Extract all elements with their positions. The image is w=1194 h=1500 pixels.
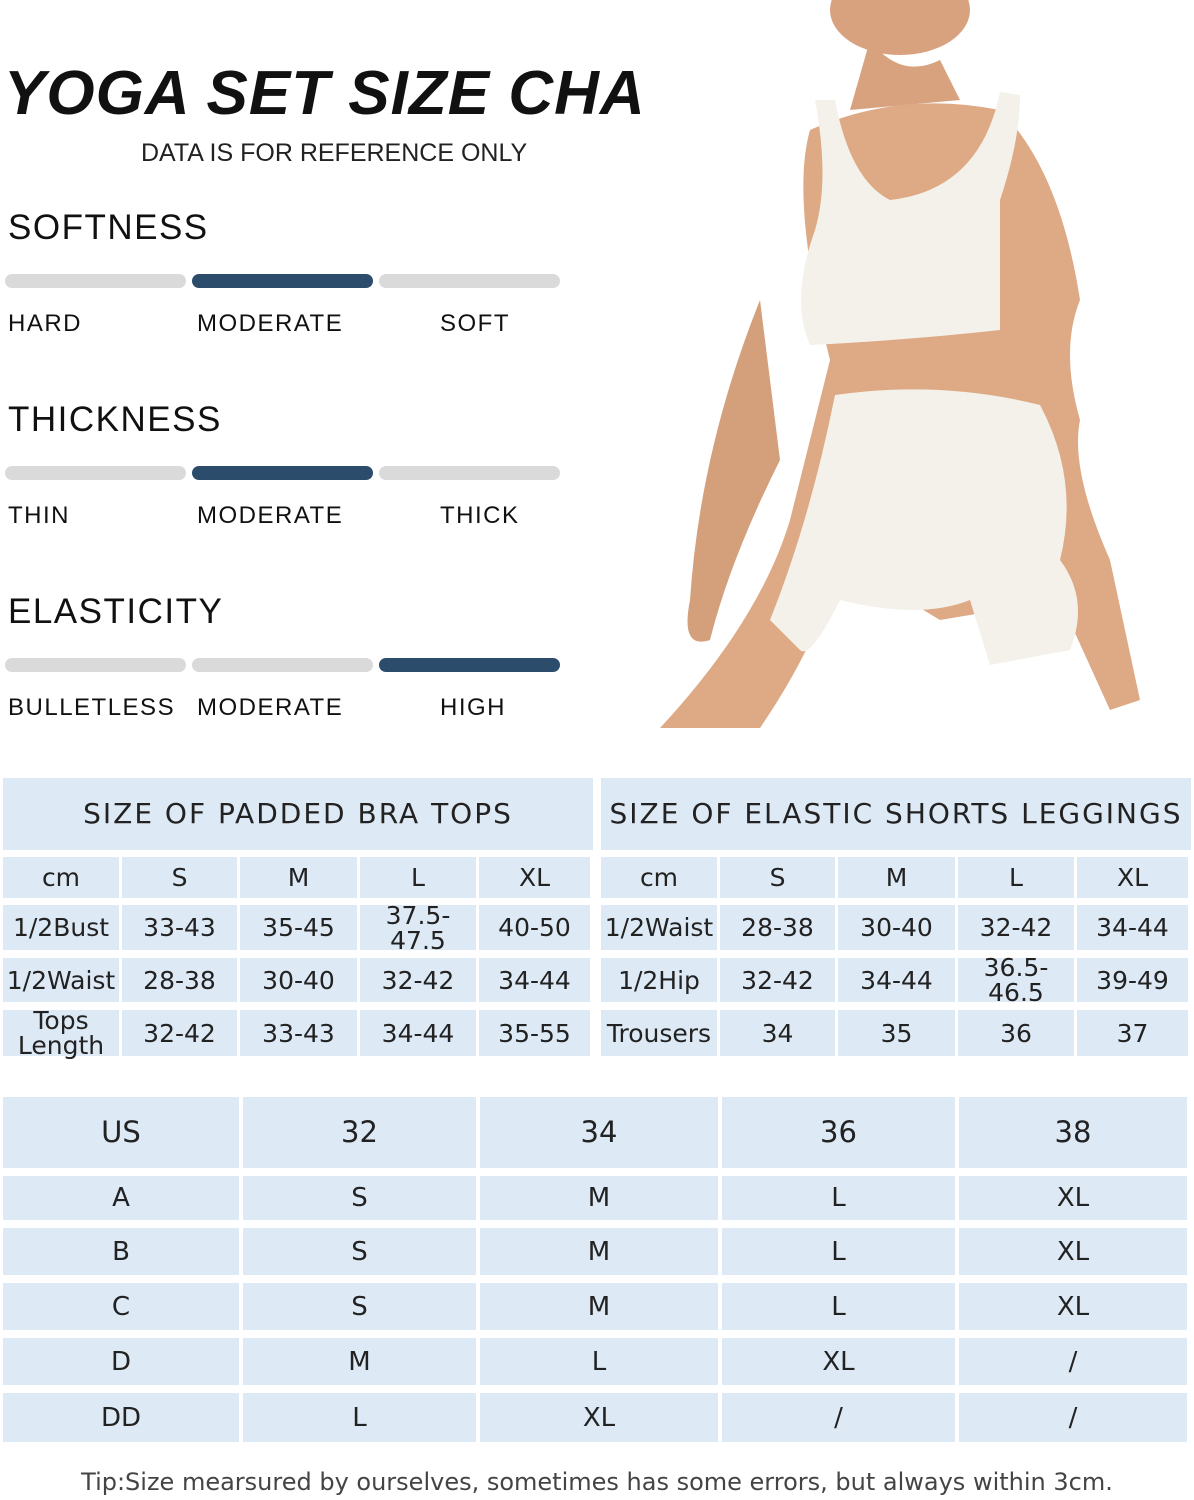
column-header: L: [360, 857, 476, 898]
level-bar: [379, 658, 560, 672]
table-cell: 32-42: [720, 958, 835, 1002]
table-cell: A: [3, 1176, 239, 1220]
level-bar: [5, 658, 186, 672]
level-label: THICK: [440, 502, 520, 529]
table-cell: M: [480, 1228, 718, 1275]
table-cell: 1/2Waist: [601, 905, 717, 950]
table-cell: L: [722, 1283, 955, 1330]
table-title: SIZE OF PADDED BRA TOPS: [3, 778, 593, 850]
table-cell: /: [959, 1338, 1187, 1385]
level-label: HARD: [8, 310, 83, 337]
table-cell: L: [722, 1176, 955, 1220]
column-header: 34: [480, 1097, 718, 1168]
table-title: SIZE OF ELASTIC SHORTS LEGGINGS: [601, 778, 1191, 850]
table-cell: 33-43: [240, 1010, 357, 1056]
column-header: 36: [722, 1097, 955, 1168]
level-label: HIGH: [440, 694, 506, 721]
level-label: MODERATE: [197, 694, 344, 721]
table-cell: 35-55: [479, 1010, 590, 1056]
table-cell: 40-50: [479, 905, 590, 950]
table-cell: Trousers: [601, 1010, 717, 1056]
table-cell: /: [959, 1393, 1187, 1442]
model-photo: [640, 0, 1194, 730]
column-header: XL: [1077, 857, 1188, 898]
table-cell: 34-44: [479, 958, 590, 1002]
level-bar: [192, 274, 373, 288]
column-header: S: [122, 857, 237, 898]
table-cell: 32-42: [958, 905, 1074, 950]
level-bar: [379, 274, 560, 288]
attribute-title: SOFTNESS: [8, 208, 209, 247]
table-cell: 32-42: [360, 958, 476, 1002]
table-cell: XL: [959, 1176, 1187, 1220]
level-bar: [5, 274, 186, 288]
table-cell: 28-38: [122, 958, 237, 1002]
table-cell: C: [3, 1283, 239, 1330]
column-header: 32: [243, 1097, 476, 1168]
level-label: SOFT: [440, 310, 510, 337]
page-title: YOGA SET SIZE CHART: [4, 59, 730, 128]
table-cell: 30-40: [240, 958, 357, 1002]
column-header: cm: [3, 857, 119, 898]
table-cell: 1/2Hip: [601, 958, 717, 1002]
level-bar: [192, 466, 373, 480]
table-cell: S: [243, 1283, 476, 1330]
table-cell: 39-49: [1077, 958, 1188, 1002]
table-cell: XL: [480, 1393, 718, 1442]
table-cell: M: [480, 1176, 718, 1220]
table-cell: /: [722, 1393, 955, 1442]
table-cell: 30-40: [838, 905, 955, 950]
table-cell: M: [243, 1338, 476, 1385]
column-header: cm: [601, 857, 717, 898]
table-cell: Tops Length: [3, 1008, 119, 1058]
level-label: BULLETLESS: [8, 694, 176, 721]
column-header: L: [958, 857, 1074, 898]
table-cell: 34-44: [360, 1010, 476, 1056]
table-cell: 33-43: [122, 905, 237, 950]
level-bar: [5, 466, 186, 480]
level-bar: [379, 466, 560, 480]
table-cell: 37.5-47.5: [360, 903, 476, 953]
column-header: US: [3, 1097, 239, 1168]
table-cell: L: [480, 1338, 718, 1385]
column-header: M: [838, 857, 955, 898]
column-header: S: [720, 857, 835, 898]
column-header: M: [240, 857, 357, 898]
table-cell: B: [3, 1228, 239, 1275]
subtitle: DATA IS FOR REFERENCE ONLY: [141, 139, 528, 167]
table-cell: M: [480, 1283, 718, 1330]
table-cell: 34-44: [1077, 905, 1188, 950]
table-cell: 36.5-46.5: [958, 955, 1074, 1005]
level-label: THIN: [8, 502, 70, 529]
table-cell: 34: [720, 1010, 835, 1056]
level-label: MODERATE: [197, 502, 344, 529]
tip-text: Tip:Size mearsured by ourselves, sometim…: [81, 1468, 1113, 1496]
table-cell: 34-44: [838, 958, 955, 1002]
table-cell: 1/2Bust: [3, 905, 119, 950]
level-bar: [192, 658, 373, 672]
level-label: MODERATE: [197, 310, 344, 337]
table-cell: S: [243, 1228, 476, 1275]
attribute-title: ELASTICITY: [8, 592, 224, 631]
attribute-title: THICKNESS: [8, 400, 222, 439]
table-cell: S: [243, 1176, 476, 1220]
table-cell: L: [722, 1228, 955, 1275]
table-cell: 1/2Waist: [3, 958, 119, 1002]
table-cell: XL: [959, 1228, 1187, 1275]
table-cell: DD: [3, 1393, 239, 1442]
table-cell: 35: [838, 1010, 955, 1056]
table-cell: 36: [958, 1010, 1074, 1056]
column-header: XL: [479, 857, 590, 898]
table-cell: 35-45: [240, 905, 357, 950]
table-cell: XL: [722, 1338, 955, 1385]
table-cell: 28-38: [720, 905, 835, 950]
column-header: 38: [959, 1097, 1187, 1168]
table-cell: XL: [959, 1283, 1187, 1330]
table-cell: L: [243, 1393, 476, 1442]
table-cell: 37: [1077, 1010, 1188, 1056]
table-cell: 32-42: [122, 1010, 237, 1056]
table-cell: D: [3, 1338, 239, 1385]
